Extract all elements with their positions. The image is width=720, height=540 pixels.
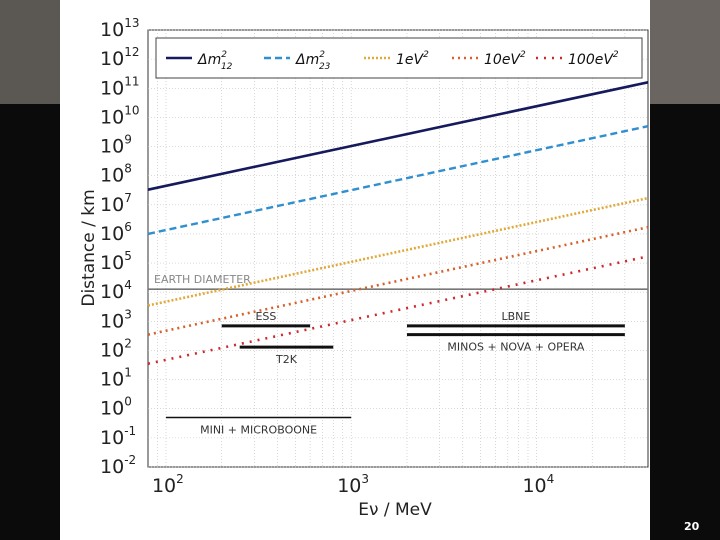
x-tick-label: 104 (522, 472, 554, 497)
y-tick-label: 102 (100, 336, 132, 361)
plot-frame (147, 29, 649, 468)
y-axis-label: Distance / km (79, 189, 99, 306)
legend-label-4: 10eV2 (484, 50, 526, 68)
legend-label-3: 1eV2 (396, 50, 429, 68)
x-axis-label: Eν / MeV (358, 500, 432, 520)
y-tick-label: 101 (100, 366, 132, 391)
slide-background-ornament (648, 0, 720, 104)
y-tick-label: 1012 (100, 45, 139, 70)
series-line-2 (147, 125, 649, 236)
experiment-label-1: ESS (255, 310, 276, 323)
series-line-3 (147, 196, 649, 307)
experiment-label-2: T2K (275, 353, 298, 366)
x-tick-label: 103 (337, 472, 369, 497)
y-tick-label: 10-1 (100, 424, 136, 449)
y-tick-label: 103 (100, 307, 132, 332)
y-tick-label: 1010 (100, 103, 139, 128)
y-tick-label: 106 (100, 220, 132, 245)
x-tick-label: 102 (152, 472, 184, 497)
distance-energy-chart: 1013 1012 1011 1010 109 108 107 106 105 104 103 102… (79, 16, 649, 520)
page-number: 20 (684, 520, 700, 533)
experiment-label-4: MINOS + NOVA + OPERA (447, 341, 585, 354)
slide-panel: 1013 1012 1011 1010 109 108 107 106 105 104 103 102… (60, 0, 650, 540)
legend-label-5: 100eV2 (568, 50, 619, 68)
y-tick-label: 108 (100, 162, 132, 187)
y-tick-label: 107 (100, 191, 132, 216)
legend-label-2: Δm2 23 (295, 50, 331, 72)
y-tick-label: 10-2 (100, 453, 136, 478)
legend-label-1: Δm2 12 (197, 50, 233, 72)
y-tick-label: 1011 (100, 74, 139, 99)
series-line-4 (147, 225, 649, 336)
y-tick-label: 109 (100, 133, 132, 158)
experiment-label-3: LBNE (501, 310, 530, 323)
earth-diameter-label: EARTH DIAMETER (154, 273, 251, 286)
y-tick-label: 100 (100, 395, 132, 420)
legend: Δm2 12 Δm2 23 1eV2 10eV2 100eV2 (155, 37, 643, 79)
y-tick-label: 104 (100, 278, 132, 303)
series-line-1 (147, 81, 649, 191)
y-tick-label: 105 (100, 249, 132, 274)
experiment-label-5: MINI + MICROBOONE (200, 424, 317, 437)
y-tick-label: 1013 (100, 16, 139, 41)
